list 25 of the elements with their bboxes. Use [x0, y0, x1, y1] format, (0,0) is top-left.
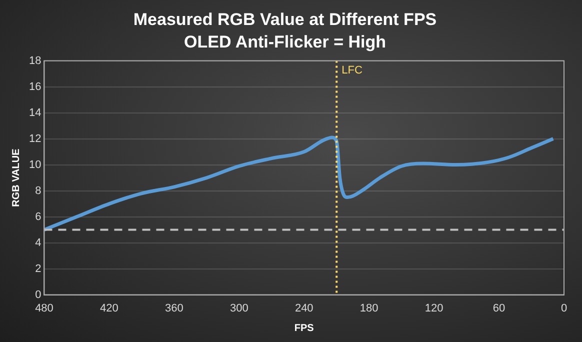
x-tick-label: 60: [492, 302, 506, 314]
y-tick-label: 16: [28, 80, 42, 93]
x-tick-label: 300: [230, 302, 248, 314]
x-tick-label: 180: [360, 302, 378, 314]
y-axis-title: RGB VALUE: [10, 148, 22, 207]
y-tick-label: 10: [28, 158, 42, 171]
y-tick-label: 14: [28, 106, 42, 119]
y-tick-label: 12: [28, 132, 42, 145]
x-tick-label: 0: [560, 302, 568, 314]
x-tick-label: 120: [424, 302, 444, 314]
chart-subtitle: OLED Anti-Flicker = High: [184, 32, 386, 52]
y-tick-label: 8: [35, 184, 42, 197]
ref-line-label: LFC: [342, 64, 362, 76]
x-tick-label: 240: [294, 302, 314, 314]
y-tick-label: 0: [35, 288, 42, 301]
x-tick-label: 420: [100, 302, 118, 314]
y-tick-label: 18: [28, 54, 42, 67]
chart-title: Measured RGB Value at Different FPS: [133, 10, 437, 29]
line-series: [44, 136, 555, 232]
y-tick-label: 6: [35, 210, 42, 223]
y-tick-label: 4: [35, 236, 42, 249]
y-tick-label: 2: [35, 262, 42, 275]
x-axis-title: FPS: [294, 322, 314, 334]
x-tick-label: 480: [35, 302, 54, 314]
x-tick-label: 360: [164, 302, 184, 314]
